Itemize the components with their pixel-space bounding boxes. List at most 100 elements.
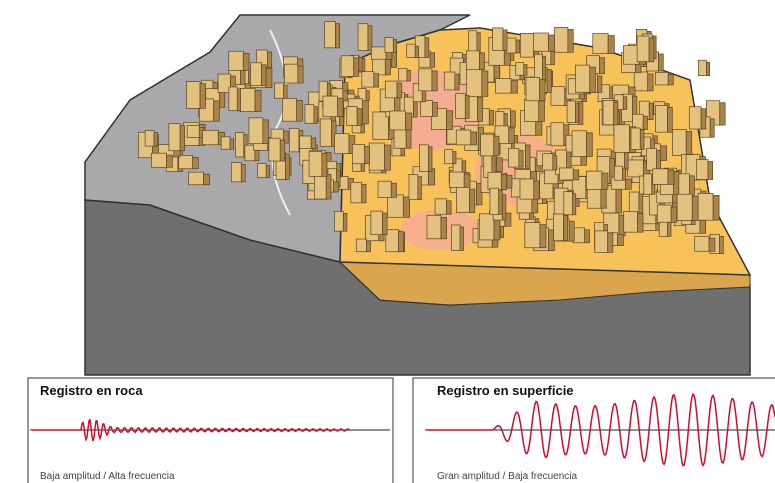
building — [490, 188, 502, 214]
building — [427, 215, 447, 238]
building — [655, 72, 673, 85]
building — [399, 68, 411, 81]
building — [387, 195, 409, 217]
building — [309, 151, 327, 176]
building — [305, 105, 317, 124]
building — [695, 236, 715, 251]
building — [456, 94, 469, 119]
building — [467, 69, 488, 96]
building — [187, 125, 204, 137]
building — [386, 230, 404, 252]
building — [229, 87, 241, 111]
building — [526, 77, 545, 100]
building — [435, 199, 451, 214]
building — [188, 172, 209, 185]
building — [481, 134, 499, 156]
building — [637, 36, 654, 62]
building — [575, 65, 595, 92]
building — [385, 38, 397, 53]
building — [586, 171, 608, 189]
building — [362, 72, 379, 87]
building — [629, 192, 643, 213]
panel-title: Registro en roca — [40, 383, 143, 398]
building — [508, 148, 523, 167]
building — [352, 144, 369, 163]
building — [231, 163, 245, 182]
building — [614, 166, 625, 180]
building — [283, 98, 303, 121]
building — [320, 119, 336, 146]
building — [371, 211, 387, 235]
building — [677, 194, 698, 220]
building — [496, 79, 518, 94]
building — [488, 172, 507, 189]
scene: Registro en roca Baja amplitud / Alta fr… — [0, 0, 775, 483]
building — [300, 136, 316, 149]
building — [323, 96, 343, 117]
building — [444, 72, 459, 90]
building — [533, 33, 554, 51]
building — [657, 205, 676, 222]
building — [378, 181, 396, 197]
building — [151, 153, 172, 167]
panel-rock: Registro en roca Baja amplitud / Alta fr… — [28, 378, 393, 483]
building — [285, 64, 304, 83]
building — [335, 134, 355, 154]
building — [269, 138, 285, 161]
building — [145, 131, 158, 147]
panel-caption: Gran amplitud / Baja frecuencia — [437, 471, 578, 482]
building — [456, 130, 476, 145]
building — [257, 164, 269, 178]
building — [555, 27, 574, 52]
building — [543, 154, 557, 170]
building — [421, 100, 438, 116]
building — [457, 187, 475, 213]
building — [325, 22, 340, 48]
building — [559, 168, 578, 180]
building — [524, 99, 544, 122]
building — [647, 148, 661, 170]
building — [407, 44, 419, 57]
building — [169, 124, 185, 151]
building — [229, 51, 249, 70]
building — [672, 129, 691, 155]
building — [593, 34, 614, 54]
building — [689, 107, 706, 129]
building — [250, 63, 266, 86]
building — [409, 175, 421, 200]
building — [466, 51, 484, 70]
building — [631, 128, 644, 150]
building — [385, 81, 402, 98]
building — [452, 225, 464, 250]
building — [677, 174, 694, 196]
building — [275, 83, 288, 98]
building — [187, 82, 206, 109]
building — [595, 231, 613, 252]
building — [356, 239, 370, 252]
building — [240, 88, 261, 111]
building — [564, 192, 576, 215]
building — [358, 24, 372, 51]
building — [249, 118, 269, 144]
building — [419, 69, 437, 91]
building — [516, 63, 527, 76]
building — [221, 137, 233, 149]
building — [445, 150, 456, 164]
building — [587, 187, 606, 208]
building — [624, 211, 643, 232]
building — [347, 107, 362, 126]
building — [573, 228, 590, 243]
building — [496, 111, 508, 126]
building — [450, 172, 471, 187]
building — [179, 155, 199, 168]
building — [656, 105, 673, 132]
building — [525, 223, 546, 248]
building — [698, 193, 719, 220]
building — [603, 101, 618, 125]
building — [572, 131, 592, 157]
building — [698, 60, 709, 75]
building — [419, 145, 432, 172]
building — [554, 213, 568, 240]
building — [334, 211, 347, 231]
building — [493, 28, 507, 51]
